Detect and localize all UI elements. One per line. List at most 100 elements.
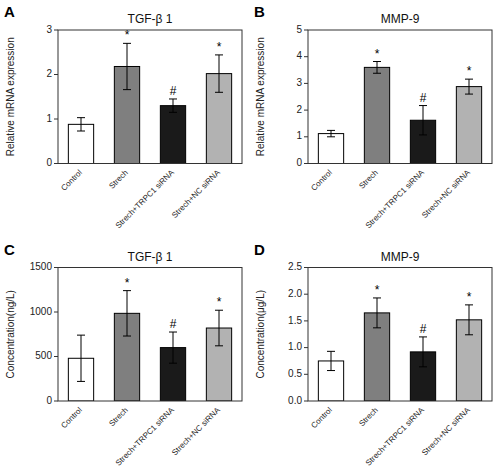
annotation: # (420, 322, 427, 336)
annotation: * (375, 47, 380, 61)
marks (318, 298, 481, 401)
y-tick-label: 3 (296, 77, 302, 88)
bar (456, 87, 481, 164)
y-tick (304, 30, 308, 31)
y-tick-label: 1.0 (288, 341, 302, 352)
y-tick-label: 3 (46, 24, 52, 35)
y-tick-label: 0.0 (288, 395, 302, 406)
x-tick-label: Control (309, 405, 334, 430)
y-tick-label: 1000 (30, 306, 53, 317)
y-tick-label: 1 (46, 113, 52, 124)
error-bar (123, 43, 131, 89)
x-tick-label: Strech+TRPC1 siRNA (364, 168, 427, 231)
error-bar (123, 291, 131, 336)
error-bar (327, 351, 335, 370)
marks (68, 291, 231, 401)
y-tick (304, 294, 308, 295)
x-tick-label: Strech (357, 168, 380, 191)
error-bar (465, 79, 473, 94)
title: MMP-9 (381, 12, 420, 26)
y-axis-label: Concentration(ng/L) (5, 290, 16, 378)
y-tick-label: 4 (296, 50, 302, 61)
bar (364, 67, 389, 163)
x-tick-label: Strech (107, 168, 130, 191)
y-tick-label: 2 (46, 68, 52, 79)
error-bar (419, 337, 427, 367)
x-tick-label: Control (59, 168, 84, 193)
y-tick (304, 136, 308, 137)
y-tick (54, 267, 58, 268)
x-tick-label: Strech+NC siRNA (170, 168, 222, 220)
bar (160, 106, 185, 164)
x-tick-label: Strech+NC siRNA (170, 405, 222, 457)
annotation: * (217, 40, 222, 54)
plot-frame (58, 30, 242, 164)
x-tick-label: Strech (357, 406, 380, 429)
y-tick (304, 267, 308, 268)
panel-label: D (254, 241, 265, 258)
y-tick (304, 401, 308, 402)
error-bar (169, 99, 177, 112)
y-tick (304, 163, 308, 164)
annotation: # (170, 84, 177, 98)
panel-label: B (254, 3, 265, 20)
x-tick-label: Strech (107, 406, 130, 429)
error-bar (77, 118, 85, 131)
y-tick-label: 2.5 (288, 261, 302, 272)
annotation: * (467, 290, 472, 304)
error-bar (419, 106, 427, 135)
plot-frame (308, 268, 492, 402)
y-tick (54, 312, 58, 313)
y-tick (54, 30, 58, 31)
y-axis-label: Concentration(μg/L) (255, 290, 266, 379)
y-tick-label: 5 (296, 24, 302, 35)
x-tick-label: Strech+TRPC1 siRNA (364, 405, 427, 468)
y-tick (304, 320, 308, 321)
error-bar (77, 335, 85, 381)
annotation: # (170, 317, 177, 331)
error-bar (327, 130, 335, 136)
annotation: * (125, 276, 130, 290)
title: TGF-β 1 (128, 12, 173, 26)
y-tick-label: 1.5 (288, 315, 302, 326)
y-tick (304, 110, 308, 111)
figure: 0123ControlStrechStrech+TRPC1 siRNAStrec… (0, 0, 500, 475)
error-bar (215, 55, 223, 92)
x-tick-label: Control (309, 168, 334, 193)
x-tick-label: Strech+NC siRNA (420, 168, 472, 220)
marks (68, 43, 231, 163)
y-tick-label: 0.5 (288, 368, 302, 379)
y-tick (54, 74, 58, 75)
title: MMP-9 (381, 250, 420, 264)
y-tick (54, 401, 58, 402)
y-tick-label: 0 (296, 157, 302, 168)
annotation: * (375, 283, 380, 297)
y-tick-label: 1500 (30, 261, 53, 272)
title: TGF-β 1 (128, 250, 173, 264)
panel-label: C (4, 241, 15, 258)
y-axis-label: Relative mRNA expression (5, 37, 16, 156)
annotation: * (467, 64, 472, 78)
error-bar (465, 305, 473, 335)
y-tick-label: 2 (296, 104, 302, 115)
y-tick-label: 2.0 (288, 288, 302, 299)
x-tick-label: Strech+NC siRNA (420, 405, 472, 457)
y-tick-label: 0 (46, 157, 52, 168)
error-bar (373, 298, 381, 328)
y-tick (304, 83, 308, 84)
plot-frame (308, 30, 492, 164)
bar (318, 134, 343, 164)
y-tick (304, 56, 308, 57)
y-tick-label: 500 (35, 350, 52, 361)
annotation: * (217, 295, 222, 309)
y-tick (304, 347, 308, 348)
y-tick (54, 356, 58, 357)
panel-label: A (4, 3, 15, 20)
error-bar (373, 62, 381, 74)
x-tick-label: Control (59, 405, 84, 430)
error-bar (169, 332, 177, 363)
x-tick-label: Strech+TRPC1 siRNA (114, 405, 177, 468)
plot-frame (58, 268, 242, 402)
y-axis-label: Relative mRNA expression (255, 37, 266, 156)
error-bar (215, 310, 223, 346)
